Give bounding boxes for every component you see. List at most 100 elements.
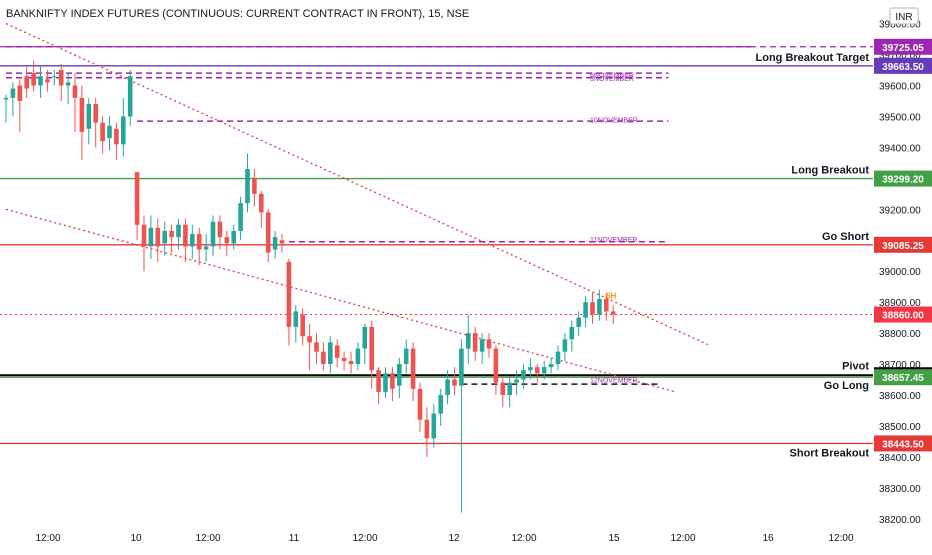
price-tick: 39000.00	[879, 267, 921, 278]
candle	[155, 218, 161, 262]
candle	[252, 169, 257, 207]
candle	[183, 218, 188, 262]
price-axis-bg[interactable]	[874, 0, 932, 550]
candle	[224, 230, 230, 256]
candle	[3, 94, 9, 123]
candle-body	[245, 169, 250, 204]
candle-body	[3, 97, 9, 100]
candle	[521, 364, 526, 389]
candle-body	[348, 360, 354, 365]
price-badge	[874, 306, 932, 323]
candle-body	[610, 311, 616, 315]
candle	[58, 63, 64, 101]
candle	[507, 376, 512, 408]
trend-lines	[5, 22, 711, 393]
candle-body	[376, 370, 381, 392]
candle-body	[569, 326, 575, 340]
candle-body	[321, 351, 326, 365]
time-tick: 12:00	[195, 533, 220, 544]
price-badge-text: 39663.50	[882, 62, 924, 73]
candle-body	[604, 299, 609, 312]
price-tick: 39500.00	[879, 112, 921, 123]
candle-body	[410, 348, 416, 389]
candle	[548, 357, 554, 374]
candle	[576, 311, 581, 337]
candle	[445, 370, 450, 405]
candle-body	[93, 104, 98, 123]
candle	[238, 196, 243, 241]
candle	[466, 314, 471, 365]
currency-badge[interactable]: INR	[889, 7, 919, 25]
price-badge-text: 38443.50	[882, 439, 924, 450]
annotation-label: 11NOVEMBER	[590, 237, 637, 244]
price-tick: 38400.00	[879, 453, 921, 464]
candle-body	[528, 367, 533, 371]
candle-body	[58, 70, 64, 86]
candle	[479, 333, 485, 365]
candle-body	[307, 336, 312, 343]
candle	[355, 342, 361, 371]
candle-body	[521, 370, 526, 380]
candle-body	[72, 85, 78, 98]
candle	[286, 258, 292, 346]
candle	[100, 116, 105, 154]
candle-body	[597, 299, 602, 315]
candle-body	[279, 240, 285, 244]
price-axis[interactable]: 39800.00 39700.00 39600.00 39500.00 39400.00…	[874, 0, 932, 550]
candle-body	[100, 122, 105, 142]
price-badge-text: 38657.45	[882, 373, 924, 384]
candle-body	[328, 342, 333, 365]
price-tick: 38300.00	[879, 484, 921, 495]
candle-body	[590, 302, 595, 315]
candle	[362, 323, 368, 365]
candle-body	[162, 230, 167, 244]
candle-body	[383, 373, 388, 392]
candle	[10, 82, 16, 117]
candle	[341, 351, 347, 371]
candle-body	[134, 172, 140, 225]
candle	[210, 215, 216, 256]
candle	[107, 116, 112, 151]
candle	[459, 339, 464, 513]
time-tick: 11	[289, 533, 300, 544]
candle-body	[576, 317, 581, 327]
price-badge	[874, 38, 932, 55]
price-tick: 39600.00	[879, 81, 921, 92]
candle-body	[548, 364, 554, 368]
time-axis[interactable]: 12:00 10 12:00 11 12:00 12 12:00 15 12:00 16 12:00	[0, 526, 874, 550]
candle	[265, 209, 271, 262]
candle-body	[500, 382, 506, 395]
candle	[93, 97, 98, 148]
candle-body	[431, 413, 437, 439]
candle-body	[369, 326, 374, 371]
candle-body	[397, 364, 402, 386]
candle	[610, 305, 616, 324]
candle-body	[459, 348, 464, 386]
level-label: Go Short	[822, 231, 869, 243]
candle-body	[31, 73, 36, 86]
candle-body	[231, 230, 236, 244]
candle-body	[493, 348, 499, 383]
level-label: Long Breakout	[791, 165, 869, 177]
candle	[438, 388, 443, 426]
price-tick: 38200.00	[879, 515, 921, 526]
trend-line	[5, 22, 711, 347]
candle-body	[196, 234, 202, 250]
candle	[431, 404, 437, 448]
candle-body	[417, 388, 423, 420]
candle-body	[286, 261, 292, 327]
price-badge-text: 39299.20	[882, 175, 924, 186]
candle	[272, 230, 278, 259]
level-lines	[0, 46, 873, 445]
level-label: Pivot	[842, 360, 869, 372]
price-badge	[874, 369, 932, 386]
time-axis-bg[interactable]	[0, 526, 874, 550]
candle-body	[224, 237, 230, 244]
level-labels: 39725.05 39663.50 Long Breakout Target 3929…	[756, 38, 932, 459]
candle-body	[24, 76, 29, 89]
candle-body	[127, 76, 133, 117]
candle	[279, 234, 285, 253]
annotation-label: 3NOVEMBER	[590, 76, 634, 83]
time-tick: 12:00	[670, 533, 695, 544]
